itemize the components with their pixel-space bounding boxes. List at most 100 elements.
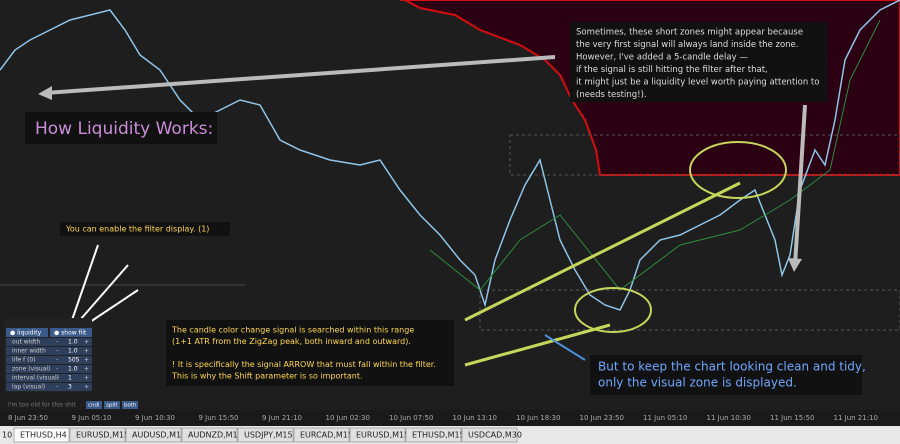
heading-box [25,112,217,144]
note-box [590,355,862,395]
time-label: 9 Jun 10:30 [135,414,175,422]
time-label: 8 Jun 23:50 [8,414,48,422]
button[interactable] [104,401,120,409]
note-line: (needs testing!). [576,90,647,100]
time-label: 10 Jun 18:30 [516,414,560,422]
arrow [79,264,129,321]
note-line: But to keep the chart looking clean and … [598,360,866,374]
tab[interactable] [69,427,126,443]
minus[interactable]: - [56,366,58,373]
note-line: (1+1 ATR from the ZigZag peak, both inwa… [172,337,411,346]
tab-label[interactable]: 10 [2,431,12,440]
note-line: the very first signal will always land i… [576,40,798,50]
tab[interactable] [13,427,70,443]
minus[interactable]: - [56,384,58,391]
price-line [0,0,900,311]
highlight [689,141,787,199]
button-label[interactable]: both [124,403,137,409]
plus[interactable]: + [84,339,89,346]
note-box [60,222,230,236]
time-label: 11 Jun 10:30 [707,414,751,422]
time-label: 10 Jun 02:30 [326,414,370,422]
toggle[interactable] [6,328,48,337]
tab-label[interactable]: EURCAD,M15 [300,431,353,440]
row [6,338,92,346]
tab-label[interactable]: ETHUSD,M15 [412,431,465,440]
row [6,365,92,373]
filter-zone [479,289,900,331]
button[interactable] [122,401,138,409]
param-label: inner width [12,348,46,355]
toggle-label[interactable]: ● liquidity [10,330,42,337]
button-label[interactable]: cndl [88,403,100,409]
minus[interactable]: - [56,375,58,382]
param-label: life f (0) [12,357,36,364]
param-value[interactable]: 1.0 [68,339,78,346]
tab[interactable] [181,427,238,443]
time-label: 9 Jun 15:50 [199,414,239,422]
note-line: only the visual zone is displayed. [598,376,797,390]
row [6,383,92,391]
note-line: Sometimes, these short zones might appea… [576,28,803,38]
note-line: However, I've added a 5-candle delay — [576,53,748,63]
tab[interactable] [405,427,462,443]
signal-line [429,19,881,291]
arrow [464,181,741,322]
tab[interactable] [293,427,350,443]
note: You can enable the filter display. (1) [65,225,209,234]
tab-label[interactable]: EURUSD,M15 [76,431,129,440]
tab-label[interactable]: USDJPY,M15 [244,431,293,440]
plus[interactable]: + [84,366,89,373]
param-label: zone (visual) [12,366,50,373]
toggle[interactable] [50,328,92,337]
row [6,374,92,382]
note-box [166,320,454,386]
minus[interactable]: - [56,357,58,364]
filter-zone [509,134,900,176]
note-line: if the signal is still hitting the filte… [576,65,768,75]
tab[interactable] [237,427,294,443]
minus[interactable]: - [56,339,58,346]
note-line: This is why the Shift parameter is so im… [171,372,363,381]
param-value[interactable]: 1 [68,375,72,382]
tab-label[interactable]: AUDNZD,M15 [188,431,243,440]
note-line: The candle color change signal is search… [171,326,414,335]
plus[interactable]: + [84,384,89,391]
button-label[interactable]: split [106,403,118,409]
footer: I'm too old for this shit [8,402,76,409]
param-value[interactable]: 505 [68,357,80,364]
time-label: 11 Jun 05:10 [643,414,687,422]
plus[interactable]: + [84,375,89,382]
arrow [544,334,586,361]
arrow [464,323,611,367]
row [6,347,92,355]
tab-label[interactable]: EURUSD,M15 [356,431,409,440]
tab-label[interactable]: AUDUSD,M15 [132,431,186,440]
arrow [793,104,807,266]
tab[interactable] [349,427,406,443]
tab-label[interactable]: ETHUSD,H4 [20,431,67,440]
param-value[interactable]: 1.0 [68,366,78,373]
arrow-head [38,86,52,100]
tab-label[interactable]: USDCAD,M30 [468,431,522,440]
minus[interactable]: - [56,348,58,355]
tab[interactable] [461,427,518,443]
arrow-head [788,258,802,272]
arrow [71,244,99,321]
time-label: 9 Jun 21:10 [262,414,302,422]
note-box [570,22,828,102]
arrow [89,289,139,323]
time-label: 11 Jun 21:10 [834,414,878,422]
heading: How Liquidity Works: [35,119,213,139]
time-label: 10 Jun 13:10 [453,414,497,422]
param-value[interactable]: 1.0 [68,348,78,355]
time-label: 10 Jun 07:50 [389,414,433,422]
button[interactable] [86,401,102,409]
plus[interactable]: + [84,357,89,364]
tab[interactable] [125,427,182,443]
toggle-label[interactable]: ● show filt [54,330,87,337]
plus[interactable]: + [84,348,89,355]
time-axis [0,410,900,426]
param-value[interactable]: 3 [68,384,72,391]
